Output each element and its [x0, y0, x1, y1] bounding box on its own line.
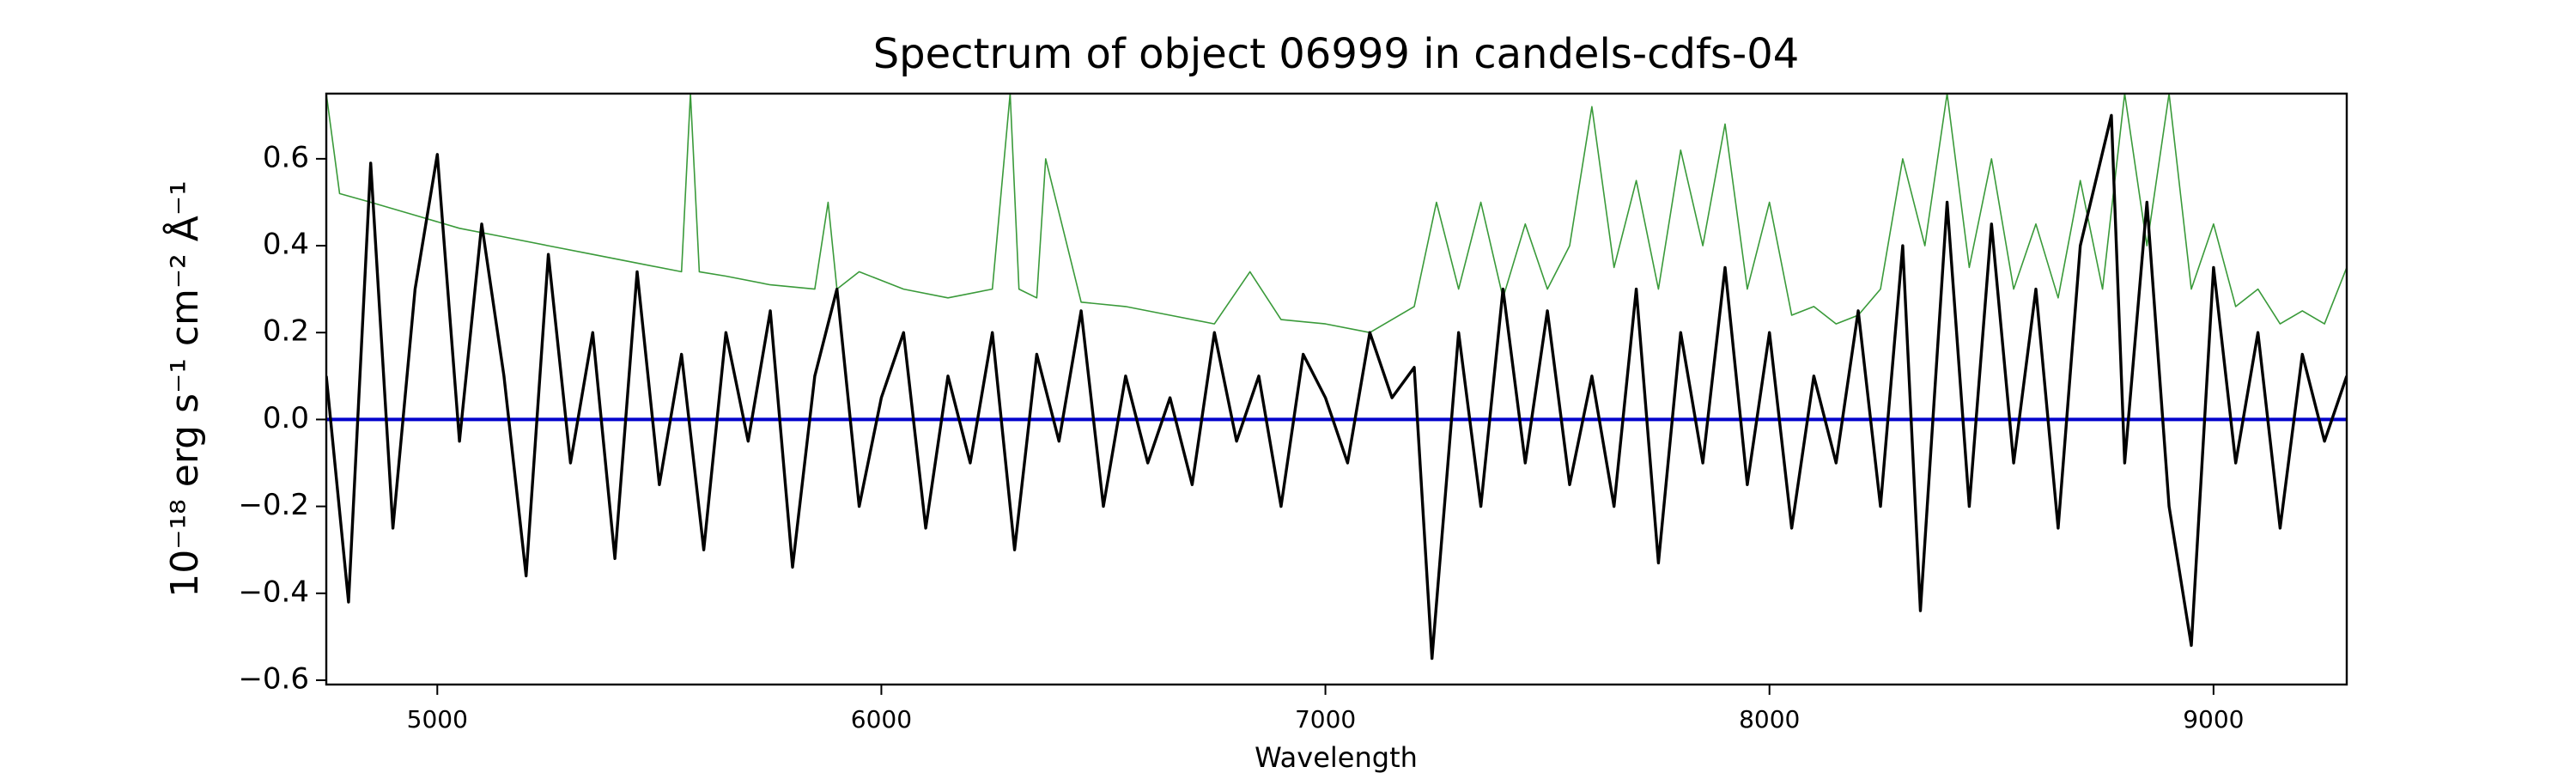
- chart-title: Spectrum of object 06999 in candels-cdfs…: [873, 30, 1800, 78]
- y-tick-label: 0.4: [263, 228, 309, 262]
- y-tick-label: 0.0: [263, 401, 309, 435]
- y-tick-label: −0.4: [238, 575, 309, 609]
- y-tick-label: 0.2: [263, 314, 309, 349]
- x-tick-label: 7000: [1295, 705, 1356, 733]
- x-tick-label: 9000: [2183, 705, 2244, 733]
- x-tick-label: 5000: [407, 705, 468, 733]
- plot-frame: [325, 92, 2348, 686]
- x-tick-label: 6000: [851, 705, 912, 733]
- y-tick-label: −0.2: [238, 488, 309, 522]
- y-axis-label: 10⁻¹⁸ erg s⁻¹ cm⁻² Å⁻¹: [161, 180, 207, 597]
- y-tick-label: −0.6: [238, 661, 309, 696]
- y-tick-label: 0.6: [263, 140, 309, 174]
- spectrum-line: [326, 113, 2347, 660]
- plot-lines: [326, 94, 2347, 660]
- x-axis-label: Wavelength: [1255, 741, 1418, 773]
- x-tick-label: 8000: [1739, 705, 1800, 733]
- spectrum-line: [326, 94, 2347, 333]
